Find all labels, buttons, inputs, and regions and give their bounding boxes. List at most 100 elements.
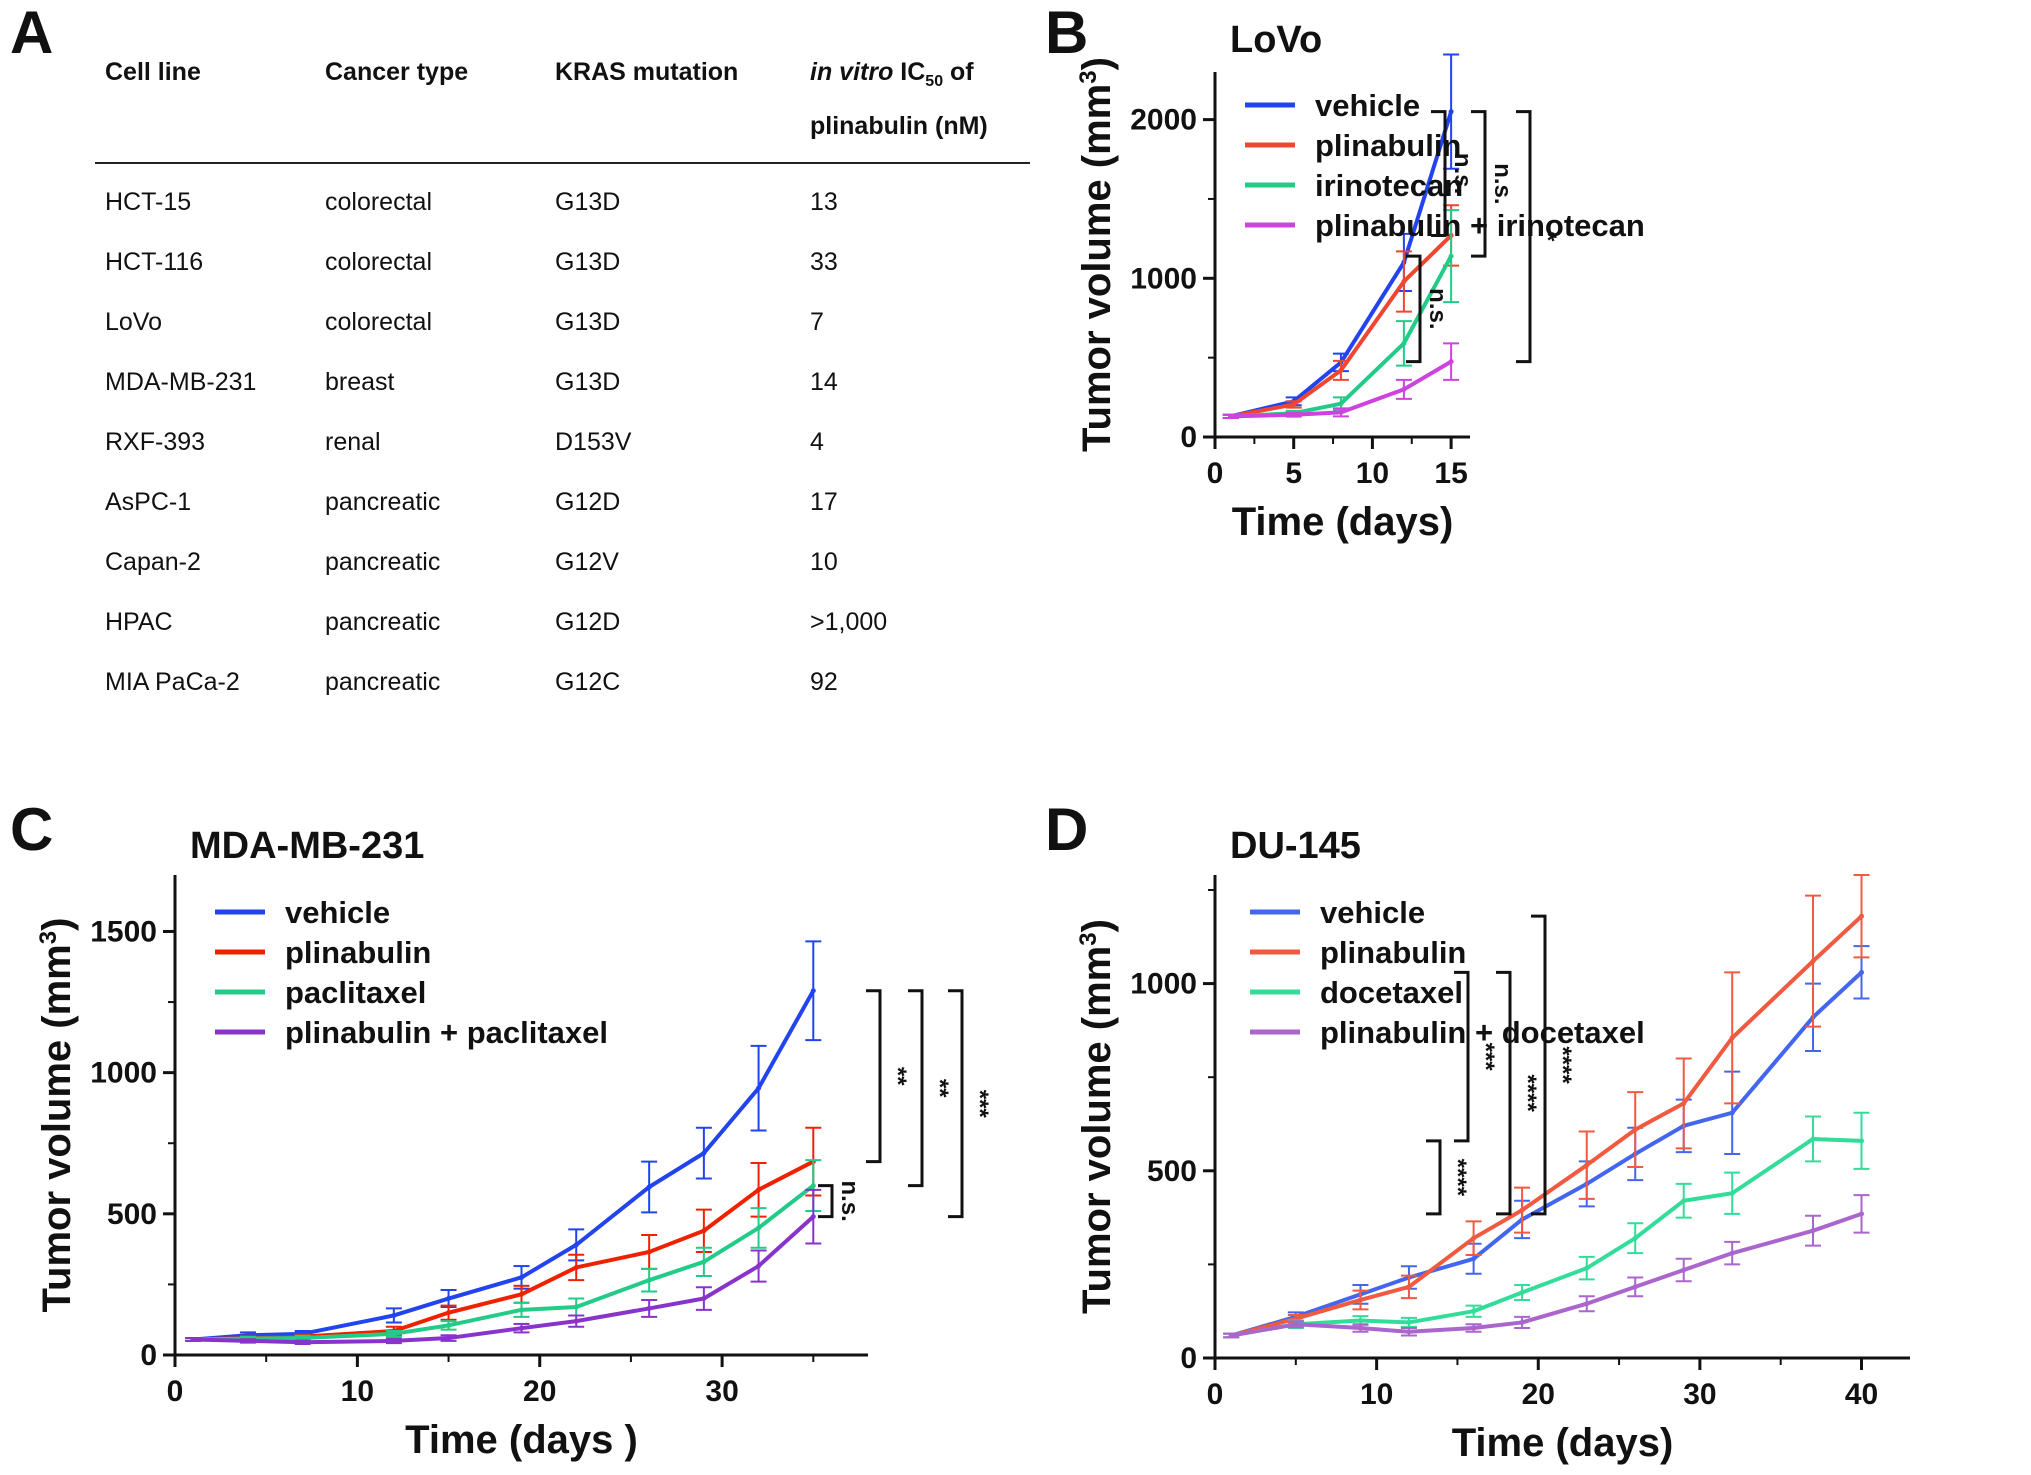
- y-axis-label-close: ): [1075, 57, 1119, 70]
- table-cell-kras-mutation: G13D: [555, 307, 621, 336]
- series-plinabulin: [185, 1126, 822, 1342]
- header-cancer-type: Cancer type: [325, 58, 469, 86]
- significance-bracket: [1426, 1139, 1442, 1216]
- header-ic50: in vitro IC50 of plinabulin (nM): [800, 50, 1030, 163]
- legend-label: plinabulin + docetaxel: [1320, 1015, 1645, 1050]
- data-point: [1338, 401, 1344, 407]
- legend-label: vehicle: [1320, 895, 1425, 930]
- series-line: [1230, 1136, 1862, 1338]
- significance-bracket: [1471, 110, 1487, 258]
- significance-label: n.s.: [836, 1180, 863, 1221]
- data-point: [756, 1187, 762, 1193]
- data-point: [1228, 1333, 1234, 1339]
- table-cell-ic50-value: 7: [810, 307, 824, 336]
- x-tick-label: 0: [1207, 457, 1224, 490]
- table-cell-cancer-type: pancreatic: [325, 547, 441, 576]
- table-row: LoVo colorectal G13D 7: [95, 292, 1030, 352]
- y-tick-label: 1500: [90, 915, 157, 948]
- data-point: [300, 1339, 306, 1345]
- data-point: [1338, 367, 1344, 373]
- y-tick-label: 0: [1180, 421, 1197, 454]
- data-point: [1448, 109, 1454, 115]
- y-tick-label: 1000: [90, 1057, 157, 1090]
- x-tick-label: 20: [1522, 1378, 1555, 1411]
- significance-label: ****: [1549, 1046, 1576, 1084]
- header-ic50-sub: 50: [925, 73, 944, 90]
- y-tick-label: 1000: [1130, 262, 1197, 295]
- data-point: [1519, 1289, 1525, 1295]
- x-axis-label: Time (days): [1232, 500, 1454, 544]
- chart-du-145: DU-145 0 10 20 30 40 0 500 1000 Time (days) Tumor …: [1075, 825, 1910, 1465]
- table-row: AsPC-1 pancreatic G12D 17: [95, 472, 1030, 532]
- chart-title: DU-145: [1230, 825, 1361, 867]
- legend-label: plinabulin: [1320, 935, 1466, 970]
- table-cell-cell-line: AsPC-1: [105, 487, 192, 516]
- cell-line-table: Cell line Cancer type KRAS mutation in v…: [95, 50, 1030, 712]
- data-point: [573, 1304, 579, 1310]
- x-tick-label: 10: [1356, 457, 1389, 490]
- x-tick-label: 10: [1360, 1378, 1393, 1411]
- table-cell-ic50-value: 13: [810, 187, 838, 216]
- header-ic50-line2: plinabulin (nM): [810, 112, 988, 140]
- y-tick-label: 500: [1147, 1155, 1197, 1188]
- table-row: Capan-2 pancreatic G12V 10: [95, 532, 1030, 592]
- series-plinabulin-paclitaxel: [185, 1188, 822, 1345]
- y-axis-label: Tumor volume (mm3): [35, 918, 79, 1313]
- table-cell-cancer-type: colorectal: [325, 307, 432, 336]
- data-point: [1293, 1321, 1299, 1327]
- data-point: [1471, 1235, 1477, 1241]
- chart-mda-mb-231: MDA-MB-231 0 10 20 30 0 500 1000 1500 Time (days …: [35, 825, 993, 1462]
- data-point: [1448, 253, 1454, 259]
- table-cell-cancer-type: pancreatic: [325, 667, 441, 696]
- data-point: [1401, 386, 1407, 392]
- panel-label-d: D: [1045, 796, 1089, 863]
- data-point: [701, 1228, 707, 1234]
- table-cell-ic50-value: 33: [810, 247, 838, 276]
- data-point: [701, 1150, 707, 1156]
- data-point: [810, 988, 816, 994]
- series-plinabulin: [1223, 874, 1870, 1339]
- data-point: [391, 1312, 397, 1318]
- legend-label: vehicle: [1315, 88, 1420, 123]
- data-point: [1291, 412, 1297, 418]
- y-axis-label-text: Tumor volume (mm: [35, 944, 79, 1312]
- data-point: [1681, 1100, 1687, 1106]
- significance-bracket: [1496, 970, 1512, 1216]
- data-point: [646, 1184, 652, 1190]
- panel-label-a: A: [10, 0, 54, 66]
- y-tick-label: 500: [107, 1198, 157, 1231]
- header-ic50-of: of: [943, 58, 974, 86]
- data-point: [519, 1325, 524, 1331]
- data-point: [1632, 1235, 1638, 1241]
- table-cell-cancer-type: pancreatic: [325, 607, 441, 636]
- significance-bracket: [818, 1184, 834, 1219]
- data-point: [1729, 1035, 1735, 1041]
- table-row: HPAC pancreatic G12D >1,000: [95, 592, 1030, 652]
- data-point: [1632, 1127, 1638, 1133]
- legend-label: plinabulin + paclitaxel: [285, 1015, 608, 1050]
- table-cell-kras-mutation: D153V: [555, 427, 632, 456]
- data-point: [1338, 409, 1344, 415]
- x-tick-label: 40: [1845, 1378, 1878, 1411]
- data-point: [446, 1310, 452, 1316]
- significance-bracket: [948, 989, 964, 1219]
- data-point: [573, 1242, 579, 1248]
- data-point: [756, 1225, 762, 1231]
- header-kras-mutation: KRAS mutation: [555, 58, 739, 86]
- chart-title: LoVo: [1230, 20, 1322, 61]
- header-ic50-italic: in vitro: [810, 58, 894, 86]
- x-tick-label: 5: [1285, 457, 1302, 490]
- series-paclitaxel: [185, 1159, 822, 1342]
- y-axis-label-text: Tumor volume (mm: [1075, 946, 1119, 1314]
- data-point: [1471, 1256, 1477, 1262]
- data-point: [391, 1338, 397, 1344]
- significance-label: n.s.: [1489, 163, 1516, 204]
- data-point: [646, 1277, 652, 1283]
- data-point: [1448, 359, 1454, 365]
- data-point: [1681, 1267, 1687, 1273]
- y-axis-label-superscript: 3: [1075, 70, 1102, 83]
- significance-bracket: [866, 989, 882, 1164]
- data-point: [446, 1322, 452, 1328]
- data-point: [646, 1305, 652, 1311]
- legend-label: paclitaxel: [285, 975, 426, 1010]
